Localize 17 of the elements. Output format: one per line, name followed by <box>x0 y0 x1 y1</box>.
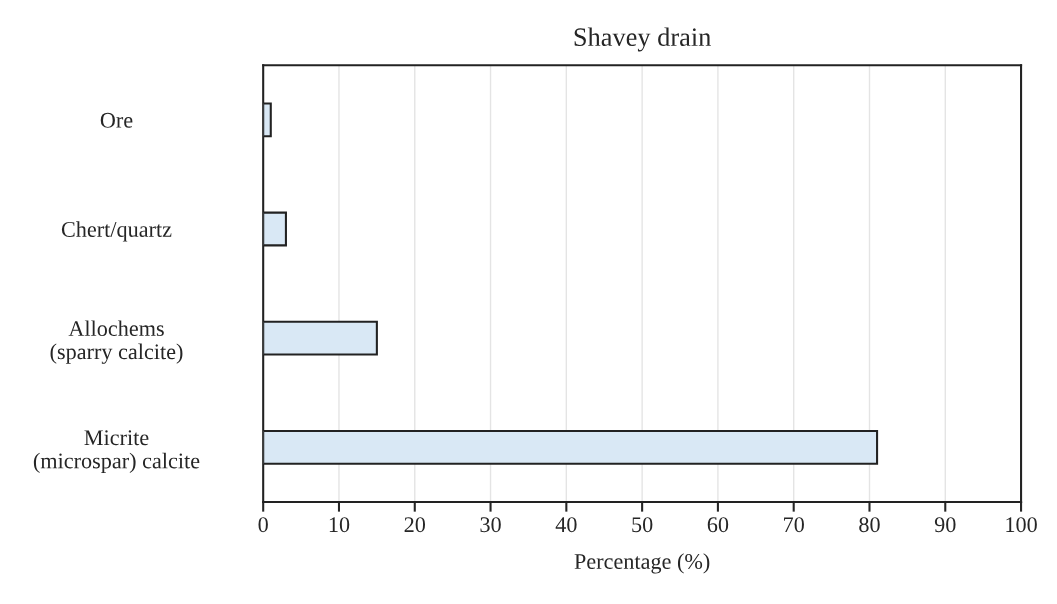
x-axis-title: Percentage (%) <box>574 553 710 574</box>
x-tick-label: 40 <box>555 517 577 533</box>
y-tick-label: Allochems (sparry calcite) <box>50 320 183 364</box>
y-tick-label: Micrite (microspar) calcite <box>33 430 200 473</box>
y-tick-label: Chert/quartz <box>61 221 172 242</box>
x-tick-label: 100 <box>1006 517 1037 533</box>
x-tick-label: 10 <box>329 517 350 533</box>
x-tick-label: 50 <box>632 517 653 533</box>
x-tick-label: 80 <box>859 517 880 533</box>
x-tick-label: 20 <box>404 517 426 533</box>
x-tick-label: 0 <box>258 517 268 533</box>
x-tick-label: 90 <box>934 517 956 533</box>
y-tick-label: Ore <box>100 112 133 128</box>
x-tick-label: 70 <box>784 517 804 533</box>
x-tick-label: 30 <box>480 517 501 533</box>
x-tick-label: 60 <box>707 517 729 533</box>
chart-title: Shavey drain <box>574 27 711 52</box>
